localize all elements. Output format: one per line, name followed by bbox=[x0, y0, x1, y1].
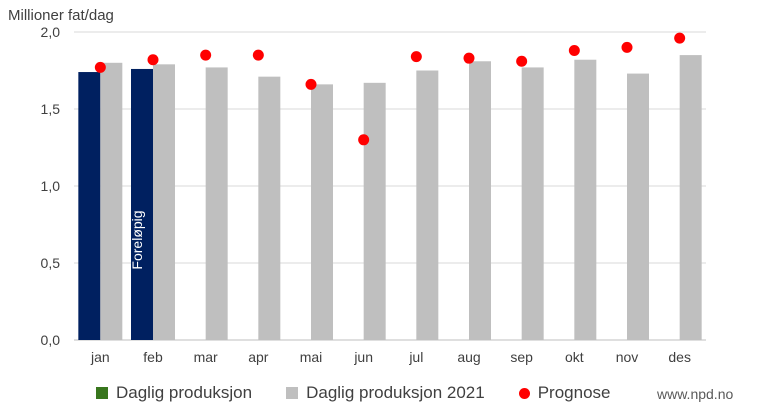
x-tick-label: nov bbox=[616, 349, 639, 365]
x-tick-label: feb bbox=[143, 349, 163, 365]
x-tick-label: sep bbox=[510, 349, 533, 365]
bar-daily-production-2021-feb bbox=[153, 64, 175, 340]
legend-item-daily-production-2021: Daglig produksjon 2021 bbox=[286, 383, 485, 403]
legend-label-daily-production: Daglig produksjon bbox=[116, 383, 253, 402]
bar-daily-production-feb bbox=[131, 68, 153, 341]
legend-swatch-daily-production bbox=[96, 387, 108, 399]
y-axis-label: Millioner fat/dag bbox=[8, 7, 114, 24]
chart: Millioner fat/dag 0,0 0,5 1,0 1,5 2,0 jan feb… bbox=[8, 7, 706, 365]
legend-item-prognosis: Prognose bbox=[518, 383, 611, 403]
bar-daily-production-2021-sep bbox=[521, 67, 544, 341]
legend-label-daily-production-2021: Daglig produksjon 2021 bbox=[306, 383, 485, 402]
legend-swatch-daily-production-2021 bbox=[286, 387, 299, 399]
prognosis-marker-feb bbox=[147, 54, 159, 66]
preliminary-annotation: Foreløpig bbox=[129, 210, 145, 269]
y-tick-labels: 0,0 0,5 1,0 1,5 2,0 bbox=[41, 24, 61, 348]
x-tick-label: jul bbox=[408, 349, 423, 365]
bar-daily-production-2021-nov bbox=[627, 73, 649, 340]
y-tick-label: 2,0 bbox=[41, 24, 61, 40]
prognosis-marker-nov bbox=[621, 41, 633, 53]
y-tick-label: 1,5 bbox=[41, 101, 61, 117]
x-tick-label: okt bbox=[565, 349, 584, 365]
legend-label-prognosis: Prognose bbox=[537, 383, 611, 402]
prognosis-marker-okt bbox=[568, 44, 580, 56]
bars bbox=[78, 55, 702, 341]
prognosis-marker-apr bbox=[252, 49, 264, 61]
y-tick-label: 0,5 bbox=[41, 255, 61, 271]
prognosis-marker-sep bbox=[516, 55, 528, 67]
prognosis-marker-jan bbox=[94, 61, 106, 73]
bar-daily-production-jan bbox=[78, 72, 101, 340]
bar-daily-production-2021-okt bbox=[574, 59, 597, 340]
legend: Daglig produksjon Daglig produksjon 2021… bbox=[96, 382, 645, 404]
bar-daily-production-2021-des bbox=[679, 55, 702, 340]
bar-daily-production-2021-jul bbox=[416, 70, 439, 340]
x-tick-label: jun bbox=[353, 349, 373, 365]
bar-daily-production-2021-jan bbox=[100, 62, 123, 341]
source-watermark: www.npd.no bbox=[657, 386, 734, 402]
bar-daily-production-2021-mar bbox=[205, 67, 228, 341]
prognosis-marker-aug bbox=[463, 52, 475, 64]
prognosis-markers bbox=[94, 32, 686, 146]
bar-daily-production-2021-jun bbox=[363, 82, 386, 340]
prognosis-marker-des bbox=[674, 32, 686, 44]
grid-layer bbox=[74, 31, 706, 341]
prognosis-marker-jun bbox=[358, 134, 370, 146]
y-tick-label: 0,0 bbox=[41, 332, 61, 348]
bar-daily-production-2021-aug bbox=[469, 61, 491, 340]
legend-item-daily-production: Daglig produksjon bbox=[96, 383, 252, 403]
x-tick-label: aug bbox=[457, 349, 480, 365]
y-tick-label: 1,0 bbox=[41, 178, 61, 194]
prognosis-marker-jul bbox=[410, 51, 422, 63]
bar-daily-production-2021-mai bbox=[311, 84, 333, 340]
x-tick-label: mai bbox=[300, 349, 323, 365]
x-tick-label: des bbox=[668, 349, 691, 365]
prognosis-marker-mar bbox=[200, 49, 212, 61]
x-tick-label: jan bbox=[90, 349, 110, 365]
x-tick-label: mar bbox=[194, 349, 218, 365]
prognosis-marker-mai bbox=[305, 78, 317, 90]
x-tick-labels: jan feb mar apr mai jun jul aug sep okt nov des bbox=[90, 349, 691, 365]
bar-daily-production-2021-apr bbox=[258, 76, 281, 340]
x-tick-label: apr bbox=[248, 349, 269, 365]
legend-swatch-prognosis bbox=[518, 387, 530, 399]
